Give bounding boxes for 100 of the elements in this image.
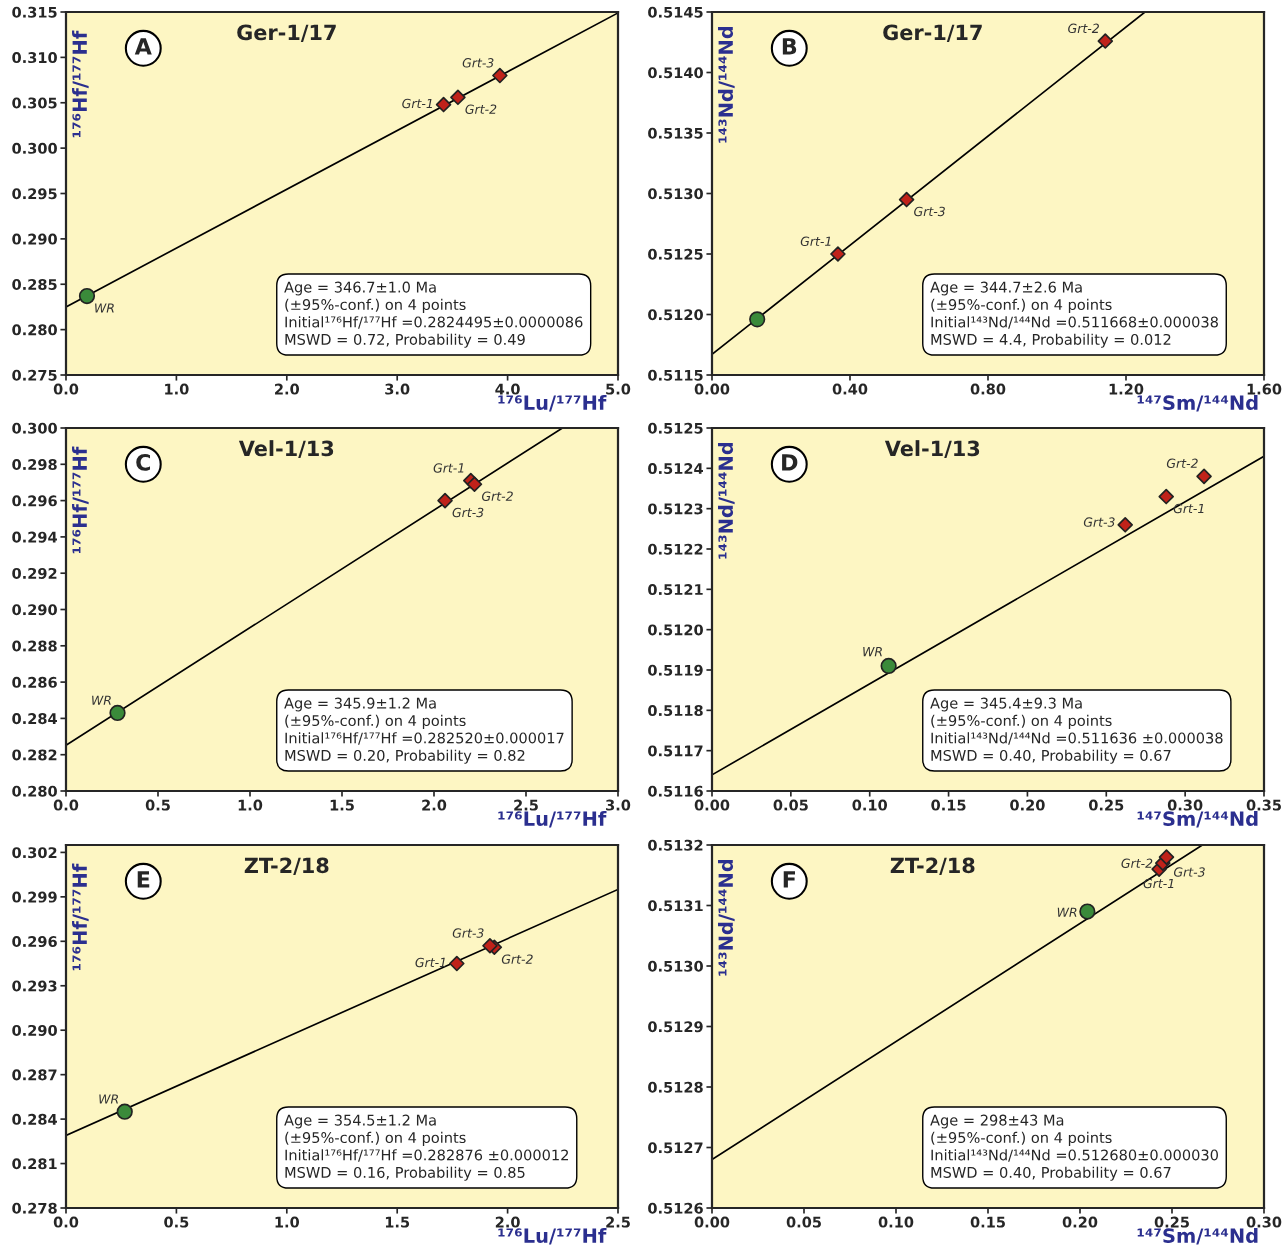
annotation: F: [783, 871, 795, 888]
annotation: E: [137, 871, 150, 888]
annotation: MSWD = 0.20, Probability = 0.82: [285, 749, 525, 764]
y-axis-title: ¹⁴³Nd/¹⁴⁴Nd: [718, 442, 735, 559]
y-tick-label: 0.292: [12, 567, 57, 579]
annotation: Age = 344.7±2.6 Ma: [930, 281, 1082, 296]
annotation: Initial¹⁴³Nd/¹⁴⁴Nd =0.511636 ±0.000038: [931, 732, 1223, 745]
y-tick-label: 0.5122: [648, 543, 703, 555]
annotation: Grt-1: [1143, 878, 1174, 889]
x-tick-label: 0.30: [1167, 799, 1203, 811]
x-axis-title: ¹⁷⁶Lu/¹⁷⁷Hf: [498, 810, 607, 828]
y-tick-label: 0.5123: [648, 503, 703, 515]
text: Ger-1/17: [237, 24, 336, 42]
y-tick-label: 0.287: [12, 1069, 57, 1081]
annotation: Grt-1: [402, 98, 432, 109]
annotation: Grt-1: [433, 463, 464, 473]
x-axis-title: ¹⁷⁶Lu/¹⁷⁷Hf: [498, 394, 607, 412]
x-tick-label: 0.10: [852, 799, 888, 811]
annotation: Initial¹⁷⁶Hf/¹⁷⁷Hf =0.282876 ±0.000012: [285, 1149, 568, 1162]
y-tick-label: 0.5129: [648, 1021, 703, 1033]
y-tick-label: 0.285: [12, 278, 57, 290]
text: Ger-1/17: [883, 24, 982, 42]
x-tick-label: 2.0: [495, 1216, 520, 1228]
y-tick-label: 0.5120: [648, 309, 703, 321]
y-tick-label: 0.282: [12, 749, 57, 761]
x-tick-label: 2.0: [422, 799, 447, 811]
y-tick-label: 0.299: [12, 891, 57, 903]
x-tick-label: 0.15: [931, 799, 966, 811]
y-tick-label: 0.281: [12, 1158, 57, 1170]
y-tick-label: 0.5125: [648, 248, 703, 260]
y-tick-label: 0.5115: [648, 369, 703, 381]
x-tick-label: 2.5: [514, 799, 538, 811]
y-tick-label: 0.5127: [648, 1142, 703, 1154]
y-tick-label: 0.5124: [648, 463, 703, 475]
annotation: (±95%-conf.) on 4 points: [931, 714, 1112, 729]
annotation: A: [134, 38, 152, 55]
annotation: (±95%-conf.) on 4 points: [285, 1131, 466, 1146]
annotation: Age = 298±43 Ma: [930, 1114, 1064, 1129]
y-tick-label: 0.290: [12, 1024, 57, 1036]
x-tick-label: 4.0: [495, 383, 520, 395]
x-tick-label: 5.0: [606, 383, 631, 395]
x-tick-label: 1.0: [165, 383, 189, 395]
x-tick-label: 0.05: [786, 1216, 821, 1228]
annotation: Age = 346.7±1.0 Ma: [284, 281, 436, 296]
x-tick-label: 0.10: [878, 1216, 914, 1228]
annotation: Grt-2: [1068, 23, 1099, 34]
y-tick-label: 0.5120: [648, 624, 703, 636]
x-tick-label: 0.00: [694, 799, 730, 811]
annotation: Grt-3: [452, 928, 484, 938]
y-tick-label: 0.296: [12, 495, 57, 507]
x-tick-label: 1.20: [1109, 383, 1144, 395]
annotation: Grt-2: [501, 954, 533, 964]
y-tick-label: 0.295: [12, 188, 57, 200]
y-tick-label: 0.5125: [648, 422, 703, 434]
annotation: Grt-3: [1083, 517, 1115, 527]
y-tick-label: 0.300: [12, 142, 57, 154]
text: ZT-2/18: [890, 857, 975, 875]
x-tick-label: 0.0: [53, 1216, 79, 1228]
annotation: Grt-1: [415, 957, 446, 968]
annotation: Initial¹⁴³Nd/¹⁴⁴Nd =0.512680±0.000030: [931, 1149, 1218, 1162]
y-tick-label: 0.286: [12, 676, 57, 688]
y-tick-label: 0.5145: [648, 6, 703, 18]
y-axis-title: ¹⁷⁶Hf/¹⁷⁷Hf: [72, 30, 89, 138]
y-tick-label: 0.5131: [648, 900, 703, 912]
x-tick-label: 3.0: [606, 799, 631, 811]
annotation: Initial¹⁷⁶Hf/¹⁷⁷Hf =0.2824495±0.0000086: [285, 316, 583, 329]
y-tick-label: 0.296: [12, 936, 57, 948]
annotation: WR: [863, 647, 882, 657]
y-tick-label: 0.290: [12, 604, 57, 616]
y-tick-label: 0.288: [12, 640, 57, 652]
x-tick-label: 0.30: [1246, 1216, 1282, 1228]
x-axis-title: ¹⁴⁷Sm/¹⁴⁴Nd: [1137, 1227, 1258, 1245]
y-tick-label: 0.284: [12, 713, 57, 725]
text: Vel-1/13: [884, 440, 980, 458]
x-tick-label: 0.0: [53, 383, 79, 395]
annotation: MSWD = 0.40, Probability = 0.67: [931, 1166, 1171, 1181]
x-tick-label: 0.0: [53, 799, 79, 811]
annotation: WR: [95, 303, 114, 313]
y-axis-title: ¹⁴³Nd/¹⁴⁴Nd: [718, 26, 735, 143]
x-tick-label: 0.00: [694, 1216, 730, 1228]
x-axis-title: ¹⁴⁷Sm/¹⁴⁴Nd: [1137, 394, 1258, 412]
x-tick-label: 3.0: [385, 383, 410, 395]
annotation: Grt-1: [1173, 503, 1204, 514]
x-tick-label: 0.35: [1246, 799, 1281, 811]
annotation: Grt-2: [465, 104, 497, 114]
x-axis-title: ¹⁷⁶Lu/¹⁷⁷Hf: [498, 1227, 607, 1245]
annotation: (±95%-conf.) on 4 points: [931, 1131, 1112, 1146]
y-tick-label: 0.305: [12, 97, 57, 109]
annotation: WR: [1057, 907, 1077, 917]
x-tick-label: 1.5: [385, 1216, 410, 1228]
x-tick-label: 0.05: [773, 799, 808, 811]
x-tick-label: 0.00: [694, 383, 730, 395]
annotation: Age = 354.5±1.2 Ma: [284, 1114, 436, 1129]
y-tick-label: 0.5121: [648, 584, 703, 596]
annotation: (±95%-conf.) on 4 points: [285, 298, 466, 313]
y-tick-label: 0.294: [12, 531, 57, 543]
x-tick-label: 0.20: [1062, 1216, 1098, 1228]
y-tick-label: 0.284: [12, 1113, 57, 1125]
x-tick-label: 0.15: [970, 1216, 1005, 1228]
x-tick-label: 0.5: [164, 1216, 189, 1228]
